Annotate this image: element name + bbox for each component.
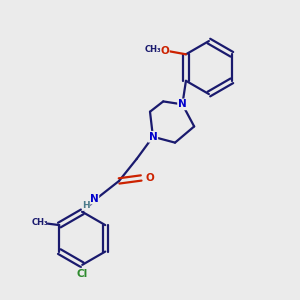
Text: CH₃: CH₃ [144,45,161,54]
Text: N: N [90,194,98,204]
Text: O: O [160,46,169,56]
Text: N: N [148,132,157,142]
Text: CH₃: CH₃ [32,218,49,226]
Text: O: O [145,173,154,183]
Text: N: N [178,99,187,110]
Text: H: H [82,201,90,210]
Text: Cl: Cl [77,269,88,279]
